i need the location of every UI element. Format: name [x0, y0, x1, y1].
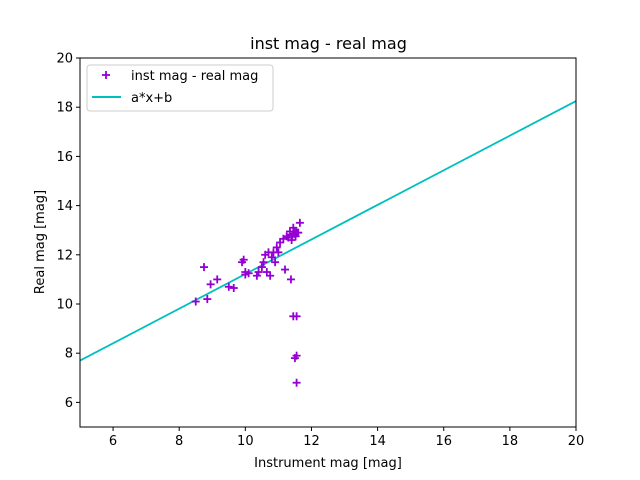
data-point — [282, 232, 291, 241]
data-point — [239, 255, 248, 264]
chart-title: inst mag - real mag — [250, 34, 407, 53]
data-point — [281, 265, 290, 274]
legend-scatter-marker — [102, 71, 110, 79]
y-axis: 6 8 10 12 14 16 18 20 — [56, 52, 80, 411]
data-point — [191, 297, 200, 306]
x-tick-label: 8 — [175, 434, 183, 449]
data-point — [252, 271, 261, 280]
y-tick-label: 16 — [56, 150, 73, 165]
legend: inst mag - real mag a*x+b — [86, 64, 274, 112]
y-tick-label: 18 — [56, 101, 73, 116]
plot-frame — [79, 57, 577, 428]
x-axis-label: Instrument mag [mag] — [254, 456, 402, 471]
y-tick-label: 14 — [56, 199, 73, 214]
x-axis: 6 8 10 12 14 16 18 20 — [109, 427, 584, 449]
legend-plus-marker — [102, 71, 110, 79]
data-point — [203, 295, 212, 304]
data-point — [292, 312, 301, 321]
x-tick-label: 18 — [502, 434, 519, 449]
data-point — [274, 248, 283, 257]
data-point — [295, 218, 304, 227]
data-point — [229, 284, 238, 293]
y-tick-label: 10 — [56, 298, 73, 313]
data-point — [266, 271, 275, 280]
data-point — [272, 243, 281, 252]
x-tick-label: 12 — [303, 434, 320, 449]
data-point — [244, 269, 253, 278]
y-tick-label: 8 — [65, 347, 73, 362]
data-point — [259, 258, 268, 267]
data-point — [289, 223, 298, 232]
data-point — [224, 282, 233, 291]
data-point — [292, 351, 301, 360]
y-tick-label: 12 — [56, 248, 73, 263]
y-axis-label: Real mag [mag] — [33, 190, 48, 294]
data-point — [292, 378, 301, 387]
fit-line — [79, 100, 577, 362]
x-tick-label: 20 — [568, 434, 585, 449]
y-tick-label: 6 — [65, 396, 73, 411]
legend-label-line: a*x+b — [131, 91, 172, 106]
x-tick-label: 14 — [369, 434, 386, 449]
plot-area — [79, 100, 577, 387]
data-point — [213, 275, 222, 284]
data-point — [267, 253, 276, 262]
legend-box — [86, 64, 274, 112]
data-point — [286, 275, 295, 284]
data-point — [294, 228, 303, 237]
x-tick-label: 6 — [109, 434, 117, 449]
data-point — [257, 263, 266, 272]
legend-label-scatter: inst mag - real mag — [131, 69, 258, 84]
x-tick-label: 10 — [237, 434, 254, 449]
x-tick-label: 16 — [435, 434, 452, 449]
y-tick-label: 20 — [56, 52, 73, 67]
data-point — [206, 280, 215, 289]
data-point — [271, 258, 280, 267]
data-point — [200, 263, 208, 272]
data-point — [254, 268, 263, 277]
